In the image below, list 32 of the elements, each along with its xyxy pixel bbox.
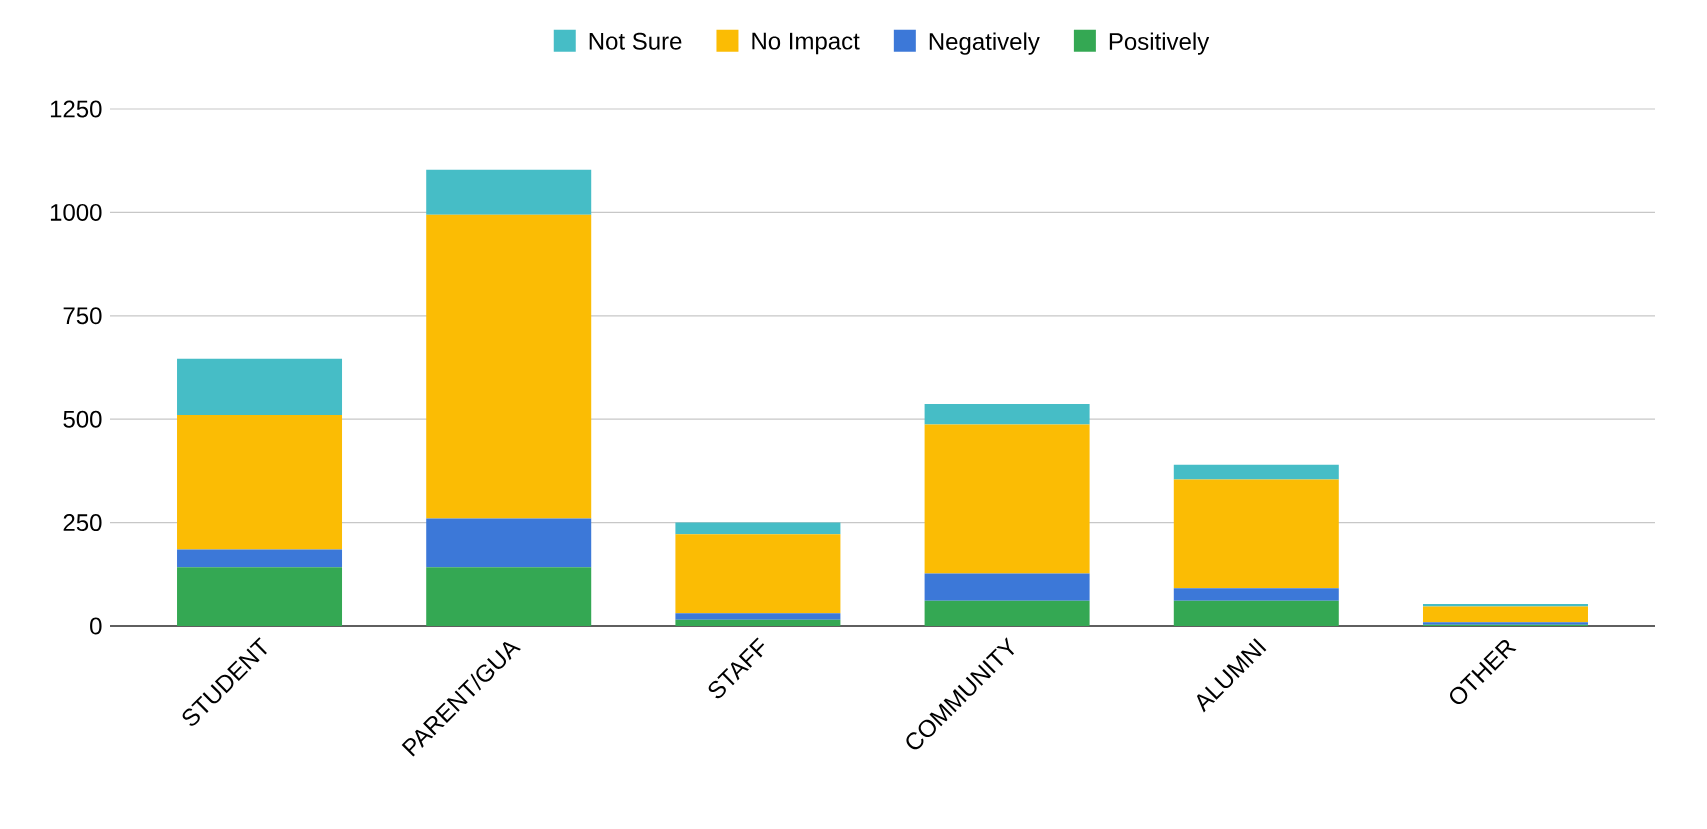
legend-label: Not Sure [589, 32, 682, 50]
bar [1422, 606, 1588, 623]
y-tick-label: 1250 [50, 100, 102, 118]
bar [924, 600, 1090, 626]
bar [426, 214, 592, 519]
bar [177, 415, 343, 550]
bar [177, 358, 343, 416]
legend-label: No Impact [752, 32, 860, 55]
y-tick-label: 1000 [50, 203, 102, 221]
bar [924, 573, 1090, 601]
bar [675, 613, 841, 620]
bar [924, 424, 1090, 574]
bar [1173, 600, 1339, 626]
bar [1173, 479, 1339, 589]
bar [675, 619, 841, 626]
bar [426, 518, 592, 568]
bar [426, 169, 592, 215]
bar [1173, 464, 1339, 480]
bar [675, 534, 841, 614]
bar [177, 549, 343, 568]
bar [1422, 604, 1588, 607]
y-tick-label: 250 [63, 514, 102, 532]
legend-label: Positively [1109, 32, 1210, 55]
legend-label: Negatively [929, 32, 1040, 55]
y-tick-label: 0 [90, 617, 102, 635]
y-tick-label: 750 [63, 307, 102, 325]
y-tick-label: 500 [63, 410, 102, 428]
bar [675, 522, 841, 535]
bar [1173, 588, 1339, 601]
bar [177, 567, 343, 626]
bar [924, 403, 1090, 425]
bar [426, 567, 592, 626]
